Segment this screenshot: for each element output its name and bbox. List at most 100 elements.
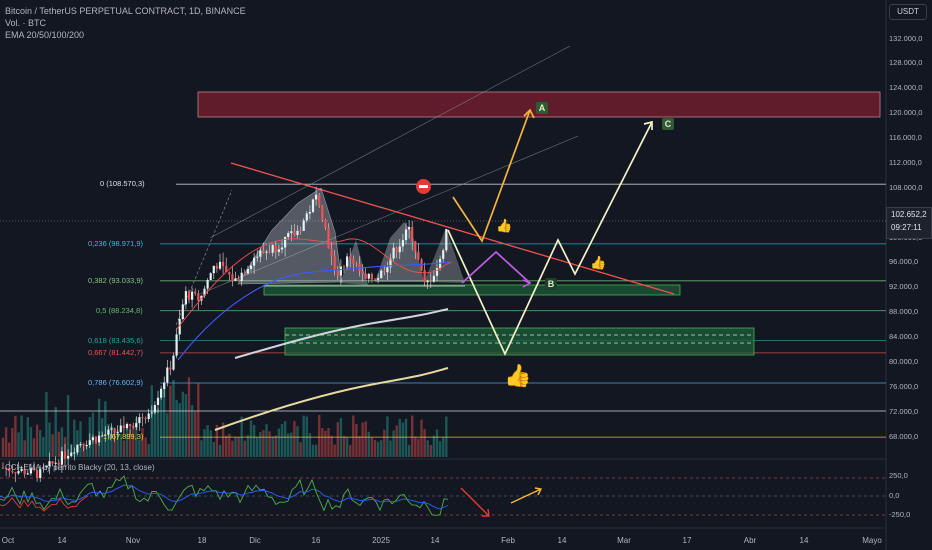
candle-body xyxy=(156,397,160,405)
candle-body xyxy=(373,279,377,281)
volume-bar xyxy=(231,440,234,457)
volume-bar xyxy=(194,411,197,457)
volume-bar xyxy=(122,440,126,457)
candle-body xyxy=(76,444,79,453)
time-axis-label: Mar xyxy=(617,536,631,545)
candle-body xyxy=(32,468,36,470)
volume-bar xyxy=(265,424,268,457)
ema-50-line xyxy=(177,261,451,361)
volume-bar xyxy=(349,444,352,457)
wave-label-b[interactable]: B xyxy=(545,278,557,290)
candle-body xyxy=(82,444,85,446)
candle-body xyxy=(218,261,222,269)
candle-body xyxy=(305,213,308,221)
candle-body xyxy=(215,265,218,269)
volume-bar xyxy=(141,427,144,457)
volume-bar xyxy=(11,428,14,457)
candle-body xyxy=(429,280,432,282)
volume-bar xyxy=(318,415,321,457)
candle-body xyxy=(253,257,256,266)
volume-bar xyxy=(259,432,262,457)
projection-path-b[interactable] xyxy=(461,250,531,284)
thumbs-up-icon[interactable]: 👍 xyxy=(496,218,513,233)
volume-bar xyxy=(132,425,135,457)
projection-path-a[interactable] xyxy=(452,109,531,243)
ema-200-line xyxy=(214,367,449,431)
wave-label-a[interactable]: A xyxy=(536,102,548,114)
descending-resistance-line[interactable] xyxy=(230,162,675,295)
candle-body xyxy=(54,462,57,464)
zones[interactable] xyxy=(197,91,881,356)
symbol-title[interactable]: Bitcoin / TetherUS PERPETUAL CONTRACT, 1… xyxy=(5,6,246,16)
candle-body xyxy=(125,423,129,429)
volume-bar xyxy=(280,423,284,457)
volume-bar xyxy=(156,408,160,457)
resistance-zone[interactable] xyxy=(197,91,881,118)
trend-lines[interactable] xyxy=(175,45,675,326)
volume-bar xyxy=(314,444,318,457)
volume-bar xyxy=(423,428,426,457)
indicator-title[interactable]: CCI+EMA by perrito Blacky (20, 13, close… xyxy=(5,463,155,472)
cci-down-arrowhead xyxy=(482,508,490,517)
volume-bar xyxy=(327,428,330,457)
volume-bar xyxy=(339,418,343,457)
volume-bar xyxy=(358,436,361,457)
cci-axis-upper: 250,0 xyxy=(889,471,908,480)
head-and-shoulders-pattern[interactable] xyxy=(237,187,465,285)
candle-body xyxy=(336,269,339,276)
volume-bar xyxy=(32,438,36,457)
no-entry-icon[interactable] xyxy=(416,179,431,194)
volume-bar xyxy=(23,440,26,457)
volume-bar xyxy=(380,440,383,457)
support-zone-large[interactable] xyxy=(284,327,755,356)
cci-bear-line xyxy=(0,495,89,512)
candle-body xyxy=(414,241,417,252)
cci-down-arrow[interactable] xyxy=(460,487,490,517)
candle-body xyxy=(138,417,141,424)
candle-body xyxy=(79,444,82,446)
currency-button[interactable]: USDT xyxy=(889,4,927,20)
candle-body xyxy=(386,267,389,273)
channel-upper-line[interactable] xyxy=(209,45,571,239)
candle-body xyxy=(404,229,408,241)
candle-body xyxy=(315,194,318,200)
volume-bar xyxy=(57,431,60,457)
volume-bar xyxy=(283,421,287,457)
candle-body xyxy=(383,270,386,273)
volume-bar xyxy=(26,417,29,457)
volume-bar xyxy=(389,440,392,457)
channel-lower-line[interactable] xyxy=(199,135,579,295)
price-axis-label: 72.000,0 xyxy=(889,406,919,416)
candle-body xyxy=(94,437,98,443)
projection-path-c[interactable] xyxy=(447,121,653,357)
pattern-left-shoulder[interactable] xyxy=(237,187,343,285)
fib-level-label: 0,667 (81.442,7) xyxy=(88,347,144,357)
ema-legend[interactable]: EMA 20/50/100/200 xyxy=(5,30,85,40)
time-axis-label: Abr xyxy=(743,536,757,545)
cci-indicator xyxy=(0,475,886,517)
volume-bar xyxy=(85,444,88,457)
pattern-right-shoulder-2[interactable] xyxy=(424,228,465,283)
volume-bar xyxy=(414,436,417,457)
volume-bar xyxy=(116,429,119,457)
ema-100-line xyxy=(234,308,449,359)
cci-up-arrow[interactable] xyxy=(510,488,542,504)
candle-body xyxy=(116,432,119,434)
support-zone-small[interactable] xyxy=(263,284,681,296)
candle-body xyxy=(194,291,197,294)
projection-paths[interactable] xyxy=(447,108,653,357)
thumbs-up-icon[interactable]: 👍 xyxy=(504,363,532,388)
volume-bar xyxy=(386,416,389,457)
thumbs-up-icon[interactable]: 👍 xyxy=(590,255,607,270)
candle-body xyxy=(206,280,209,289)
candle-body xyxy=(234,278,237,281)
cci-ema-line xyxy=(0,484,449,510)
volume-bar xyxy=(311,444,315,457)
dashed-trend-line[interactable] xyxy=(175,189,233,326)
volume-legend[interactable]: Vol. · BTC xyxy=(5,18,47,28)
candle-body xyxy=(367,273,370,279)
candle-body xyxy=(243,272,246,274)
wave-label-c[interactable]: C xyxy=(662,118,674,130)
volume-bar xyxy=(225,435,228,457)
